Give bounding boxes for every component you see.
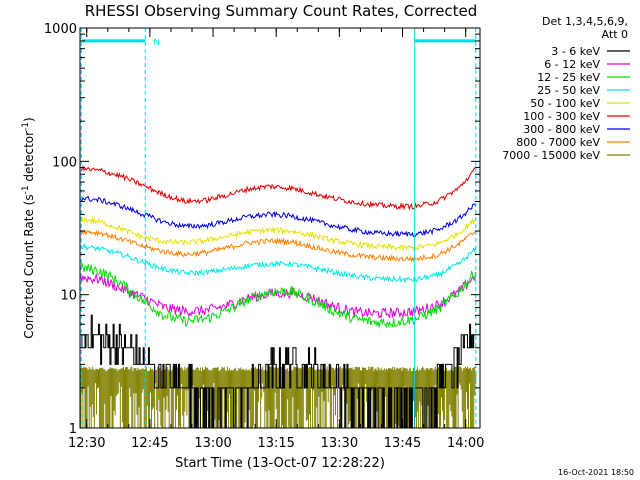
legend-label: 800 - 7000 keV [516,136,600,149]
legend-label: 50 - 100 keV [530,97,600,110]
series-8 [80,366,477,428]
legend-label: 300 - 800 keV [523,123,600,136]
y-axis-label: Corrected Count Rate (s-1 detector-1) [21,117,36,338]
x-tick-label: 14:00 [447,436,484,451]
annotation-label: N [154,38,160,47]
x-tick-label: 13:00 [194,436,231,451]
y-axis-label-sup2: -1 [21,122,31,131]
series-7 [80,228,477,263]
y-axis-label-part1: Corrected Count Rate (s [22,194,36,338]
series-line [80,228,477,263]
x-tick-label: 12:30 [68,436,105,451]
legend-label: 6 - 12 keV [544,58,600,71]
x-tick-label: 13:15 [257,436,294,451]
series-0 [80,314,476,429]
y-tick-label: 1 [69,422,77,437]
legend-label: 12 - 25 keV [537,71,600,84]
series-line [80,164,477,211]
series-layer [80,164,477,429]
series-line [80,195,477,237]
series-line [80,314,476,429]
series-line [80,271,477,319]
y-axis-label-part2: detector [22,131,36,186]
series-3 [80,242,477,284]
series-6 [80,195,477,237]
x-tick-label: 12:45 [131,436,168,451]
x-axis: 12:30 12:45 13:00 13:15 13:30 13:45 14:00 [68,28,484,451]
x-axis-label: Start Time (13-Oct-07 12:28:22) [175,456,385,471]
series-line [80,262,477,329]
series-line [80,242,477,284]
x-tick-label: 13:30 [321,436,358,451]
y-tick-label: 1000 [44,22,77,37]
legend-label: 7000 - 15000 keV [502,149,600,162]
y-tick-label: 10 [60,289,77,304]
legend-header-line1: Det 1,3,4,5,6,9, [542,15,628,28]
series-2 [80,262,477,329]
legend-label: 25 - 50 keV [537,84,600,97]
x-tick-label: 13:45 [384,436,421,451]
plot-frame [79,27,481,429]
legend-header-line2: Att 0 [602,28,628,41]
legend-label: 100 - 300 keV [523,110,600,123]
legend-label: 3 - 6 keV [551,45,600,58]
y-axis-label-sup1: -1 [21,185,31,194]
y-tick-label: 100 [52,155,77,170]
marker-layer: N [80,28,477,428]
series-5 [80,164,477,211]
series-line [80,216,476,252]
timestamp: 16-Oct-2021 18:50 [558,468,634,477]
y-axis-label-part3: ) [22,117,36,122]
series-1 [80,271,477,319]
y-axis: 1 10 100 1000 [44,22,480,437]
series-4 [80,216,476,252]
chart-title: RHESSI Observing Summary Count Rates, Co… [85,2,478,20]
